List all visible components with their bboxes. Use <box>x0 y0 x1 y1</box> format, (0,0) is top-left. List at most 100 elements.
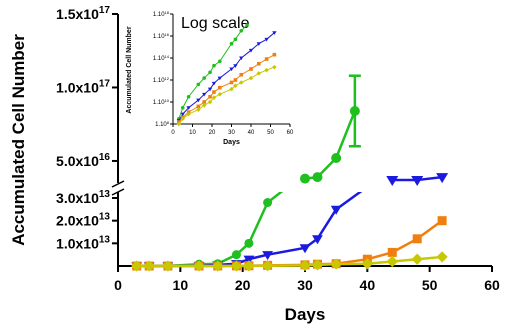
inset-data-point <box>208 70 212 75</box>
inset-x-tick-label: 0 <box>171 130 175 136</box>
y-upper-tick-label: 5.0x1016 <box>56 152 110 169</box>
inset-series-line <box>178 66 275 125</box>
axis-break-mark <box>111 188 125 196</box>
y-upper-tick-label-exponent: 17 <box>99 78 111 89</box>
inset-data-point <box>202 92 207 97</box>
inset-y-tick-label-exponent: 18 <box>165 10 170 15</box>
data-point <box>243 255 255 265</box>
data-point <box>262 251 273 261</box>
inset-data-point <box>229 86 234 92</box>
inset-data-point <box>239 28 244 33</box>
series-diamond <box>131 251 448 272</box>
inset-data-point <box>186 106 191 110</box>
inset-data-point <box>264 57 269 61</box>
y-upper-tick-label-exponent: 17 <box>99 5 111 16</box>
inset-data-point <box>212 63 216 68</box>
inset-data-point <box>176 121 182 127</box>
inset-series-square <box>177 52 277 124</box>
series-line-upper <box>304 110 357 180</box>
inset-data-point <box>196 82 201 87</box>
inset-data-point <box>186 94 191 99</box>
inset-data-point <box>217 76 222 81</box>
inset-y-tick-label-exponent: 16 <box>165 32 170 37</box>
y-upper-tick-label-exponent: 16 <box>99 152 111 163</box>
inset-data-point <box>272 64 277 70</box>
x-tick-label: 30 <box>297 277 313 293</box>
inset-data-point <box>180 105 185 110</box>
inset-data-point <box>229 80 234 85</box>
data-point <box>263 198 273 208</box>
inset-data-point <box>212 90 216 94</box>
inset-data-point <box>201 103 207 108</box>
inset-y-tick-label-exponent: 8 <box>167 120 170 125</box>
inset-y-tick-label-mantissa: 1.10 <box>153 78 165 84</box>
inset-x-tick-label: 10 <box>189 130 196 136</box>
data-point <box>143 260 155 272</box>
inset-data-point <box>202 76 206 80</box>
inset-y-tick-label: 1.1014 <box>153 54 170 62</box>
data-point <box>131 260 143 272</box>
x-tick-label: 60 <box>484 277 500 293</box>
x-tick-label: 40 <box>360 277 376 293</box>
data-point <box>361 258 373 270</box>
inset-data-point <box>233 83 238 89</box>
data-point <box>412 234 422 244</box>
inset-data-point <box>249 67 253 71</box>
inset-data-point <box>257 61 261 66</box>
inset-data-point <box>239 80 244 85</box>
inset-x-tick-label: 30 <box>228 130 235 136</box>
data-point <box>436 173 449 184</box>
data-point <box>244 238 254 248</box>
data-point <box>299 244 311 254</box>
inset-data-point <box>233 64 238 68</box>
inset-x-tick-label: 50 <box>267 130 274 136</box>
y-lower-tick-label-exponent: 13 <box>99 212 111 223</box>
data-point <box>230 260 243 272</box>
log-scale-annotation: Log scale <box>181 15 250 32</box>
inset-data-point <box>196 98 201 103</box>
inset-data-point <box>196 107 201 112</box>
x-tick-label: 20 <box>235 277 251 293</box>
inset-y-tick-label: 1.1010 <box>153 98 170 106</box>
data-point <box>231 250 241 260</box>
inset-data-point <box>207 99 213 105</box>
inset-data-point <box>196 104 201 109</box>
series-line-lower <box>136 219 443 268</box>
inset-data-point <box>272 52 277 57</box>
data-point <box>386 176 399 187</box>
data-point <box>411 253 423 265</box>
series-square <box>132 216 447 271</box>
inset-y-tick-label-mantissa: 1.10 <box>153 34 165 40</box>
data-point <box>436 251 448 263</box>
inset-data-point <box>218 85 222 90</box>
y-lower-tick-label: 1.0x1013 <box>56 234 110 251</box>
axis-break-mark <box>111 180 125 188</box>
inset-data-point <box>180 112 185 117</box>
inset-data-point <box>229 41 234 46</box>
inset-series-line <box>178 32 275 121</box>
data-point <box>349 105 360 116</box>
x-axis-title: Days <box>285 305 326 324</box>
x-tick-label: 10 <box>173 277 189 293</box>
inset-y-tick-label: 1.1016 <box>153 32 170 40</box>
inset-data-point <box>207 87 213 92</box>
y-lower-tick-label-exponent: 13 <box>99 234 111 245</box>
data-point <box>193 260 205 272</box>
inset-x-axis-title: Days <box>223 139 240 146</box>
data-point <box>331 153 342 164</box>
inset-y-tick-label: 1.1018 <box>153 10 170 18</box>
y-upper-tick-label-mantissa: 5.0x10 <box>56 153 99 169</box>
y-lower-tick-label: 3.0x1013 <box>56 189 110 206</box>
data-point <box>243 260 255 272</box>
y-lower-tick-label-exponent: 13 <box>99 189 111 200</box>
data-point <box>411 176 424 187</box>
inset-data-point <box>202 100 206 104</box>
inset-data-point <box>211 81 217 86</box>
series-circle <box>132 74 361 271</box>
series-line-lower <box>136 192 363 268</box>
inset-data-point <box>239 56 244 61</box>
data-point <box>330 258 342 270</box>
inset-data-point <box>233 78 238 82</box>
data-point <box>312 172 323 183</box>
data-point <box>330 205 342 215</box>
